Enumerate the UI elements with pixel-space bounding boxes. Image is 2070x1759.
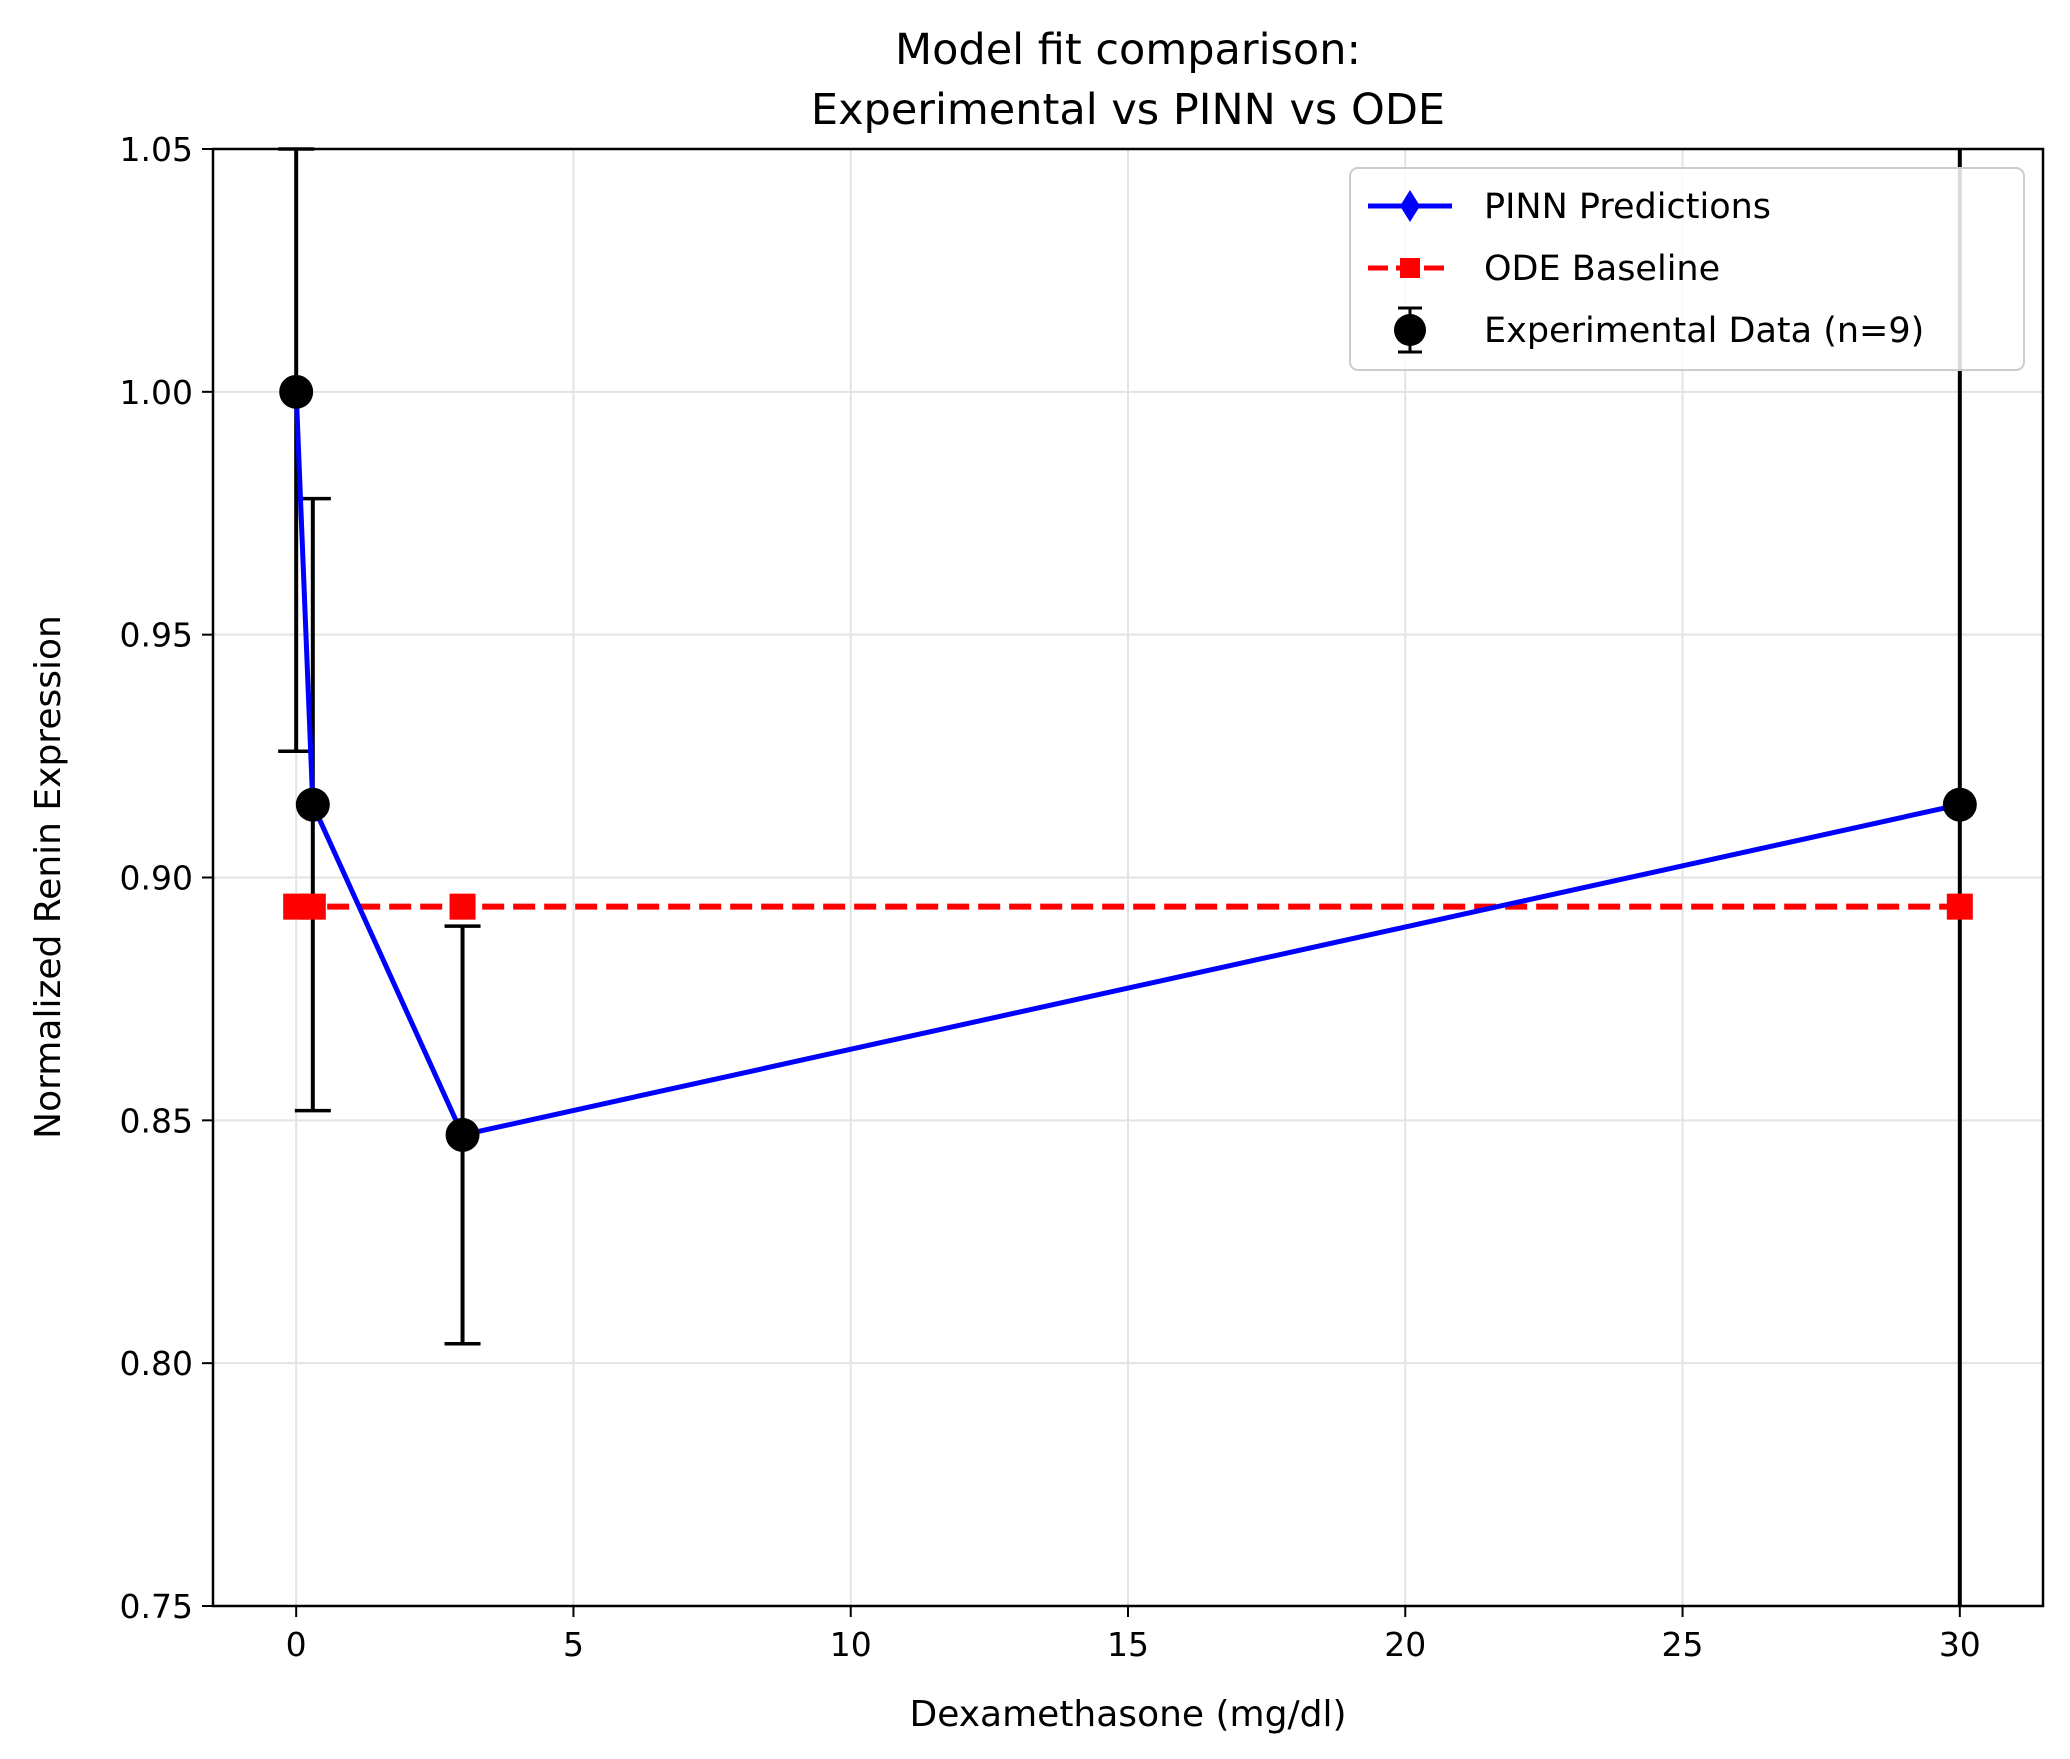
experimental-point: [295, 787, 330, 822]
x-tick-label: 5: [563, 1625, 584, 1664]
y-tick-label: 0.75: [120, 1587, 193, 1626]
y-tick-label: 1.00: [120, 373, 193, 412]
legend-pinn-marker: [1400, 190, 1420, 222]
legend-exp-marker: [1394, 314, 1426, 346]
experimental-point: [445, 1117, 480, 1152]
legend: PINN Predictions ODE Baseline Experiment…: [1349, 167, 2025, 371]
x-tick-label: 30: [1939, 1625, 1981, 1664]
y-tick-label: 0.80: [120, 1344, 193, 1383]
x-tick-label: 10: [830, 1625, 872, 1664]
y-tick-label: 1.05: [120, 130, 193, 169]
ode-series: [283, 893, 1973, 920]
legend-exp-label: Experimental Data (n=9): [1484, 311, 1924, 351]
y-tick-label: 0.85: [120, 1101, 193, 1140]
x-tick-label: 20: [1384, 1625, 1426, 1664]
legend-pinn-label: PINN Predictions: [1484, 187, 1771, 227]
axis-ticks: 0 5 10 15 20 25 30 0.75 0.80 0.85 0.90 0.95 1.00 1.05: [120, 130, 1981, 1664]
experimental-points: [279, 374, 1977, 1152]
legend-ode-marker: [1400, 258, 1420, 278]
pinn-line: [293, 391, 1961, 1138]
ode-marker: [1946, 893, 1973, 920]
experimental-point: [279, 374, 314, 409]
x-tick-label: 0: [286, 1625, 307, 1664]
x-tick-label: 25: [1662, 1625, 1704, 1664]
experimental-point: [1942, 787, 1977, 822]
legend-box: [1349, 167, 2025, 371]
x-tick-label: 15: [1107, 1625, 1149, 1664]
ode-marker: [299, 893, 326, 920]
ode-marker: [449, 893, 476, 920]
chart-subtitle: Experimental vs PINN vs ODE: [811, 85, 1445, 135]
legend-ode-label: ODE Baseline: [1484, 249, 1720, 289]
y-tick-label: 0.95: [120, 616, 193, 655]
y-axis-label: Normalized Renin Expression: [28, 615, 69, 1139]
x-axis-label: Dexamethasone (mg/dl): [910, 1694, 1347, 1735]
chart-title: Model fit comparison:: [895, 25, 1361, 75]
y-tick-label: 0.90: [120, 859, 193, 898]
